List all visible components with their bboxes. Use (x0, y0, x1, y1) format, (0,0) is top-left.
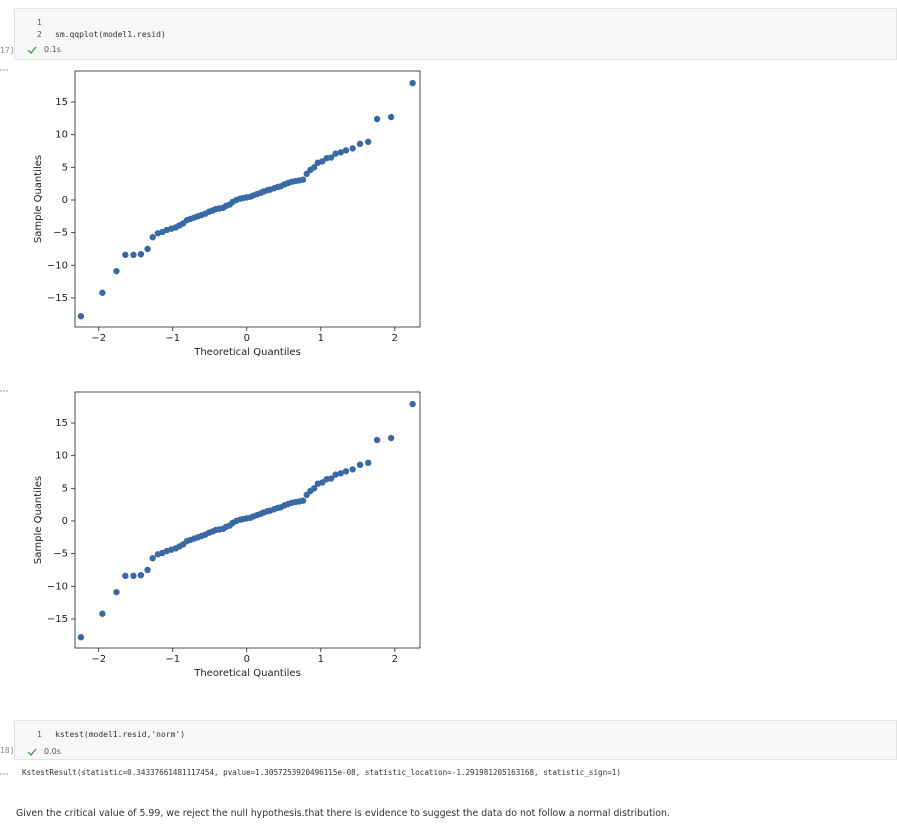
y-tick-label: 5 (62, 162, 68, 173)
point (99, 610, 106, 617)
x-axis-label: Theoretical Quantiles (193, 668, 301, 679)
point (327, 475, 335, 482)
point (113, 267, 120, 275)
y-tick-label: 15 (55, 418, 68, 429)
markdown-text: Given the critical value of 5.99, we rej… (16, 808, 670, 819)
x-tick-label: −2 (91, 333, 106, 344)
point (342, 468, 350, 475)
y-tick-label: −5 (53, 549, 68, 560)
point (137, 571, 145, 579)
y-tick-label: 10 (55, 451, 68, 462)
code-line: sm.qqplot(model1.resid) (55, 30, 166, 39)
point (409, 79, 416, 87)
y-tick-label: −10 (47, 260, 68, 271)
output-prompt (0, 390, 8, 392)
y-tick-label: 0 (62, 195, 68, 206)
y-tick-label: −15 (47, 614, 68, 625)
x-tick-label: 2 (392, 333, 398, 344)
x-tick-label: −1 (165, 333, 180, 344)
point (356, 140, 364, 148)
point (349, 145, 356, 152)
y-tick-label: 5 (62, 483, 68, 494)
point (299, 176, 307, 183)
x-tick-label: 2 (392, 654, 398, 665)
point (149, 555, 156, 562)
execution-count: 18] (0, 746, 15, 755)
axes-frame (74, 70, 421, 328)
y-axis-label: Sample Quantiles (33, 155, 44, 243)
point (130, 572, 137, 580)
point (364, 138, 372, 146)
point (373, 436, 381, 444)
point (319, 158, 326, 165)
x-axis-label: Theoretical Quantiles (193, 347, 301, 358)
code-cell[interactable]: 1 2 sm.qqplot(model1.resid) 0.1s (14, 8, 897, 60)
y-tick-label: 10 (55, 130, 68, 141)
exec-time: 0.1s (44, 45, 61, 54)
y-tick-label: −5 (53, 228, 68, 239)
point (113, 588, 120, 596)
y-tick-label: −15 (47, 293, 68, 304)
point (332, 150, 339, 157)
code-cell[interactable]: 1 kstest(model1.resid,'norm') 0.0s (14, 720, 897, 760)
check-icon (27, 748, 37, 756)
point (356, 461, 364, 469)
y-tick-label: −10 (47, 581, 68, 592)
output-prompt (0, 69, 8, 71)
point (144, 566, 151, 574)
point (337, 470, 344, 477)
point (99, 289, 106, 296)
x-tick-label: 0 (244, 333, 250, 344)
point (122, 251, 129, 259)
point (364, 459, 372, 467)
point (387, 113, 395, 121)
point (332, 471, 339, 478)
line-number: 1 (37, 18, 42, 27)
line-number: 1 (37, 730, 42, 739)
point (122, 572, 129, 580)
x-tick-label: 1 (318, 333, 324, 344)
point (349, 466, 356, 473)
x-tick-label: −1 (165, 654, 180, 665)
point (77, 634, 85, 641)
point (327, 154, 335, 161)
y-tick-label: 15 (55, 97, 68, 108)
y-tick-label: 0 (62, 516, 68, 527)
code-line: kstest(model1.resid,'norm') (55, 730, 186, 739)
point (149, 234, 156, 241)
point (337, 149, 344, 156)
point (310, 485, 318, 492)
point (387, 434, 395, 442)
x-tick-label: 1 (318, 654, 324, 665)
point (137, 250, 145, 258)
axes-frame (74, 391, 421, 649)
x-tick-label: −2 (91, 654, 106, 665)
point (342, 147, 350, 154)
output-prompt (0, 773, 8, 775)
point (373, 115, 381, 123)
x-tick-label: 0 (244, 654, 250, 665)
cell-output: KstestResult(statistic=0.343376614811174… (22, 768, 621, 777)
check-icon (27, 46, 37, 54)
y-axis-label: Sample Quantiles (33, 476, 44, 564)
point (409, 400, 416, 408)
line-number: 2 (37, 30, 42, 39)
point (310, 164, 318, 171)
execution-count: 17] (0, 46, 15, 55)
point (299, 497, 307, 504)
exec-time: 0.0s (44, 747, 61, 756)
point (319, 479, 326, 486)
point (77, 313, 85, 320)
point (130, 251, 137, 259)
point (144, 245, 151, 253)
